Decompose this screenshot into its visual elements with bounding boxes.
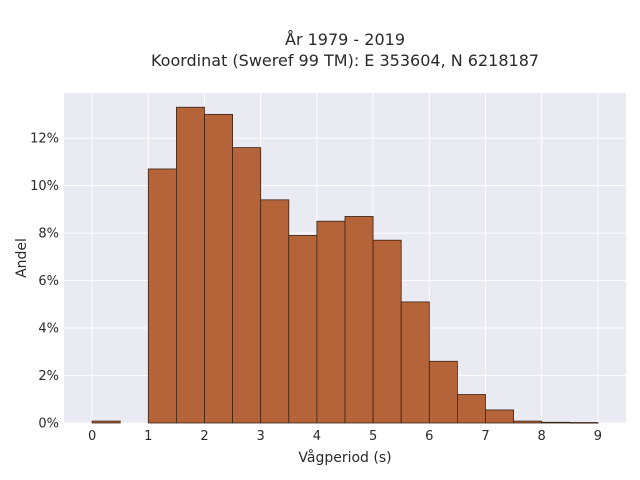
histogram-bar-4 — [232, 147, 262, 424]
bars-group — [91, 106, 599, 424]
x-tick-label-4: 4 — [313, 429, 321, 444]
y-tick-label-5: 10% — [30, 179, 59, 194]
histogram-bar-15 — [541, 421, 571, 424]
x-tick-label-5: 5 — [369, 429, 377, 444]
y-tick-label-2: 4% — [38, 322, 59, 337]
y-tick-labels: 0% 2% 4% 6% 8% 10% 12% — [30, 132, 59, 432]
x-tick-label-9: 9 — [594, 429, 602, 444]
x-tick-labels: 0 1 2 3 4 5 6 7 8 9 — [88, 429, 602, 444]
histogram-bar-10 — [400, 301, 430, 424]
y-tick-label-3: 6% — [38, 274, 59, 289]
x-tick-label-6: 6 — [425, 429, 433, 444]
x-tick-label-7: 7 — [481, 429, 489, 444]
x-tick-label-0: 0 — [88, 429, 96, 444]
histogram-bar-16 — [569, 422, 599, 424]
x-axis-label: Vågperiod (s) — [298, 449, 391, 466]
chart-title-line1: År 1979 - 2019 — [285, 30, 405, 49]
histogram-bar-14 — [513, 420, 543, 424]
x-tick-label-3: 3 — [257, 429, 265, 444]
histogram-bar-5 — [260, 199, 290, 424]
y-tick-label-1: 2% — [38, 369, 59, 384]
histogram-bar-12 — [456, 394, 486, 424]
histogram-bar-13 — [485, 409, 515, 424]
x-tick-label-8: 8 — [538, 429, 546, 444]
histogram-bar-8 — [344, 216, 374, 424]
x-tick-label-2: 2 — [200, 429, 208, 444]
histogram-bar-9 — [372, 239, 402, 424]
y-tick-label-4: 8% — [38, 227, 59, 242]
histogram-bar-2 — [175, 106, 205, 424]
y-tick-label-6: 12% — [30, 132, 59, 147]
histogram-bar-6 — [288, 235, 318, 424]
histogram-bar-3 — [204, 113, 234, 424]
histogram-bar-0 — [91, 420, 121, 424]
histogram-bar-7 — [316, 220, 346, 424]
y-tick-label-0: 0% — [38, 417, 59, 432]
chart-title-line2: Koordinat (Sweref 99 TM): E 353604, N 62… — [151, 51, 539, 70]
histogram-bar-1 — [147, 168, 177, 424]
x-tick-label-1: 1 — [144, 429, 152, 444]
histogram-bar-11 — [428, 360, 458, 424]
y-axis-label: Andel — [14, 238, 30, 278]
